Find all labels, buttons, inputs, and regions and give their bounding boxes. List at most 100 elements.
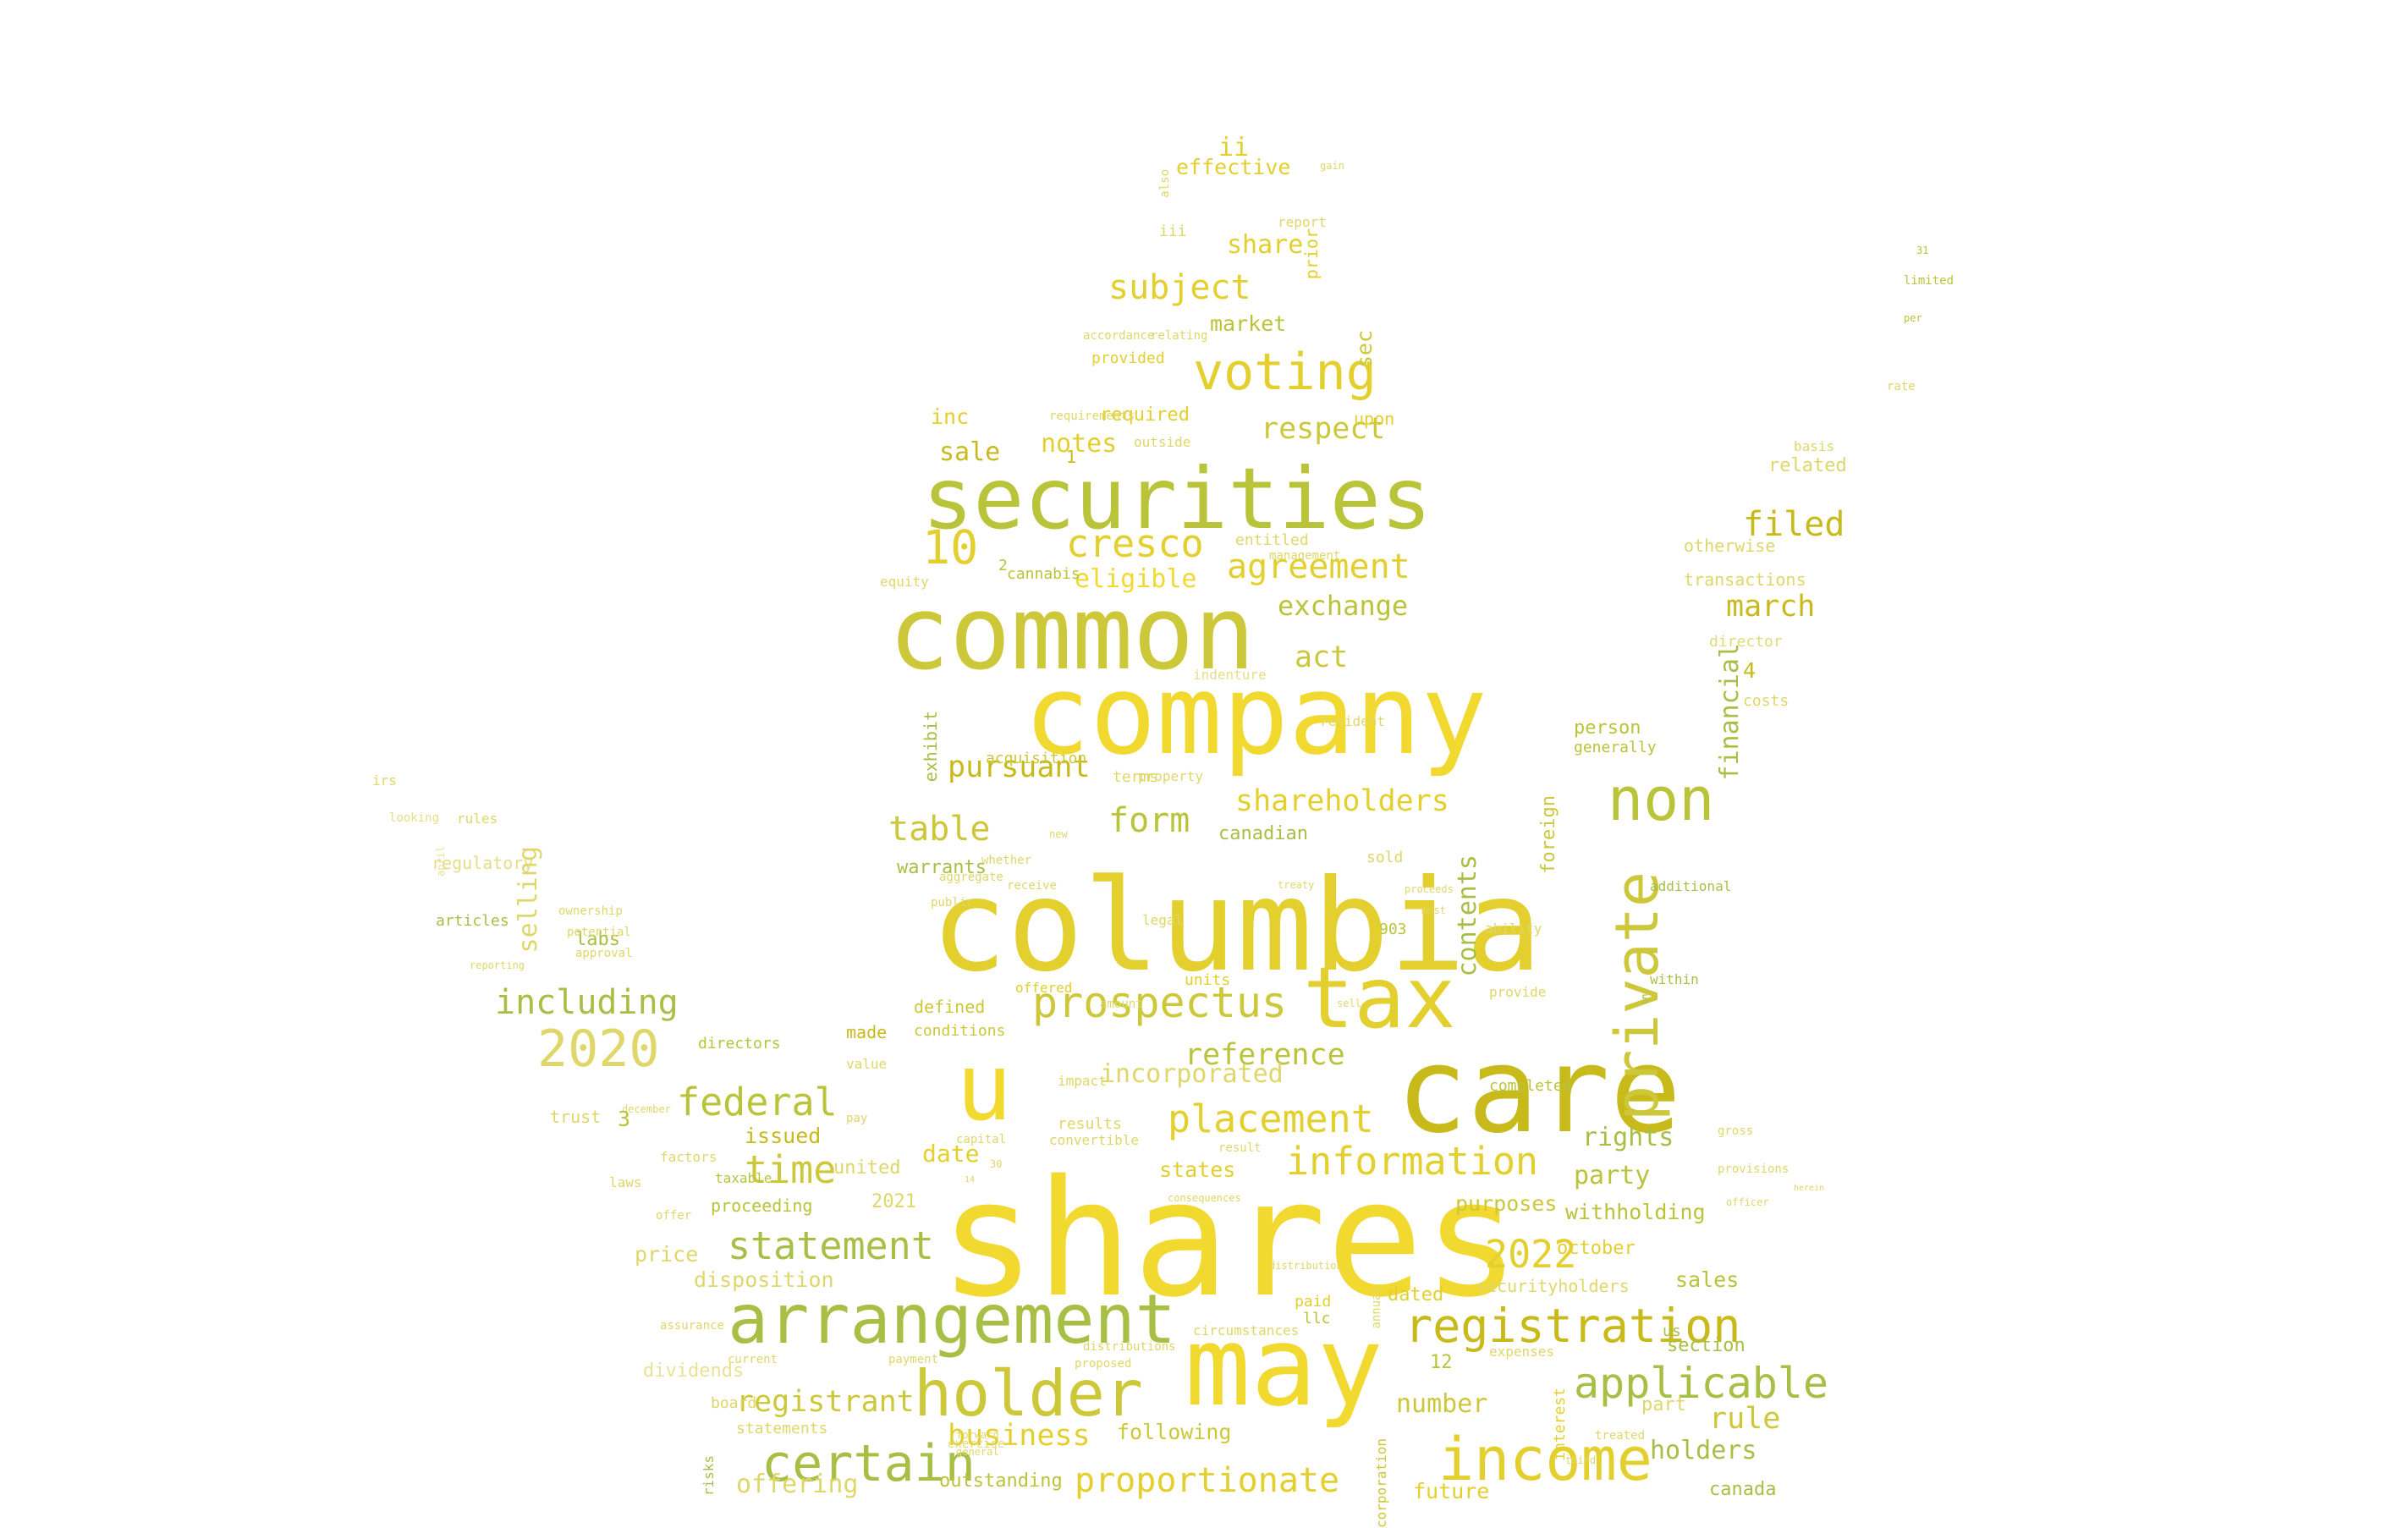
cloud-word: market xyxy=(1210,311,1287,336)
cloud-word: date xyxy=(922,1140,980,1168)
cloud-word: person xyxy=(1574,717,1641,739)
cloud-word: common xyxy=(888,575,1256,693)
cloud-word: related xyxy=(1768,455,1847,476)
cloud-word: third xyxy=(1565,1454,1597,1466)
cloud-word: sales xyxy=(1675,1267,1740,1292)
cloud-word: potential xyxy=(567,926,631,939)
cloud-word: dated xyxy=(1388,1284,1444,1305)
cloud-word: made xyxy=(846,1022,888,1042)
cloud-word: aggregate xyxy=(939,871,1003,884)
cloud-word: 30 xyxy=(990,1158,1003,1170)
cloud-word: income xyxy=(1438,1425,1652,1494)
cloud-word: proceeds xyxy=(1405,883,1454,895)
cloud-word: consequences xyxy=(1168,1192,1241,1204)
cloud-word: equity xyxy=(880,574,929,590)
cloud-word: columbia xyxy=(931,853,1542,1000)
cloud-word: impact xyxy=(1058,1073,1107,1089)
cloud-word: company xyxy=(1024,651,1487,779)
cloud-word: laws xyxy=(609,1174,642,1190)
cloud-word: 31 xyxy=(1916,245,1929,256)
cloud-word: number xyxy=(1396,1389,1488,1419)
cloud-word: taxable xyxy=(715,1170,772,1186)
cloud-word: resident xyxy=(1320,713,1386,729)
cloud-word: rules xyxy=(457,811,498,827)
cloud-word: treated xyxy=(1595,1429,1646,1443)
cloud-word: business xyxy=(948,1419,1091,1453)
cloud-word: incorporated xyxy=(1100,1059,1284,1089)
cloud-word: receive xyxy=(1007,879,1058,893)
cloud-word: shareholders xyxy=(1235,784,1449,818)
cloud-word: costs xyxy=(1743,692,1790,710)
cloud-word: 1 xyxy=(1066,447,1077,467)
cloud-word: ability xyxy=(1485,921,1542,937)
cloud-word: offering xyxy=(736,1470,859,1499)
cloud-word: within xyxy=(1650,971,1699,987)
cloud-word: december xyxy=(622,1103,671,1115)
cloud-word: public xyxy=(931,896,974,910)
cloud-word: officer xyxy=(1726,1196,1769,1208)
cloud-word: management xyxy=(1269,549,1341,563)
cloud-word: 2021 xyxy=(871,1191,916,1212)
cloud-word: completed xyxy=(1489,1077,1572,1095)
cloud-word: statement xyxy=(728,1223,934,1268)
cloud-word: private xyxy=(1603,871,1672,1122)
cloud-word: generally xyxy=(1574,739,1657,756)
cloud-word: whether xyxy=(981,854,1032,867)
cloud-word: acquisition xyxy=(986,750,1087,767)
cloud-word: limited xyxy=(1904,274,1954,288)
cloud-word: current xyxy=(728,1353,778,1366)
cloud-word: llc xyxy=(1303,1310,1331,1327)
cloud-word: indenture xyxy=(1193,667,1267,683)
cloud-word: corporation xyxy=(1373,1438,1389,1528)
cloud-word: exchange xyxy=(1278,590,1409,622)
cloud-word: 903 xyxy=(1379,921,1407,938)
cloud-word: contents xyxy=(1453,855,1482,977)
cloud-word: april xyxy=(435,846,447,877)
cloud-word: directors xyxy=(698,1035,781,1053)
cloud-word: issued xyxy=(745,1124,822,1148)
cloud-word: us xyxy=(1663,1322,1681,1340)
cloud-word: act xyxy=(1295,640,1349,674)
cloud-word: factors xyxy=(660,1149,717,1165)
cloud-word: u xyxy=(956,1033,1013,1141)
cloud-word: exhibit xyxy=(921,711,941,783)
cloud-word: outstanding xyxy=(939,1470,1063,1492)
cloud-word: distributions xyxy=(1083,1340,1176,1354)
cloud-word: care xyxy=(1396,1022,1682,1160)
cloud-word: dividends xyxy=(643,1360,745,1382)
cloud-word: director xyxy=(1709,633,1783,651)
cloud-word: applicable xyxy=(1574,1359,1829,1408)
cloud-word: relating xyxy=(1151,329,1208,343)
cloud-word: irs xyxy=(372,772,397,789)
cloud-word: herein xyxy=(1794,1184,1825,1193)
cloud-word: 3 xyxy=(618,1107,631,1131)
cloud-word: outside xyxy=(1134,434,1191,450)
cloud-word: additional xyxy=(1650,878,1732,894)
cloud-word: defined xyxy=(914,997,986,1017)
cloud-word: otherwise xyxy=(1684,536,1776,556)
cloud-word: price xyxy=(635,1242,699,1267)
cloud-word: expenses xyxy=(1489,1344,1555,1360)
cloud-word: offered xyxy=(1015,980,1073,996)
cloud-word: forward xyxy=(956,1429,999,1441)
cloud-word: terms xyxy=(1113,768,1159,786)
cloud-word: risks xyxy=(701,1455,717,1497)
cloud-word: 10 xyxy=(922,520,979,574)
cloud-word: canadian xyxy=(1218,823,1308,844)
cloud-word: approval xyxy=(575,947,633,960)
cloud-word: basis xyxy=(1794,438,1835,454)
cloud-word: foreign xyxy=(1538,795,1559,874)
cloud-word: general xyxy=(956,1446,999,1458)
cloud-word: share xyxy=(1227,230,1304,260)
cloud-word: respect xyxy=(1261,412,1386,446)
cloud-word: entitled xyxy=(1235,531,1309,549)
cloud-word: provisions xyxy=(1718,1162,1790,1176)
cloud-word: party xyxy=(1574,1161,1651,1190)
cloud-word: required xyxy=(1100,404,1190,426)
cloud-word: form xyxy=(1108,801,1190,840)
cloud-word: conditions xyxy=(914,1022,1006,1040)
cloud-word: accordance xyxy=(1083,329,1155,343)
cloud-word: 2022 xyxy=(1485,1232,1577,1277)
cloud-word: pay xyxy=(846,1112,868,1125)
cloud-word: rule xyxy=(1709,1402,1781,1436)
